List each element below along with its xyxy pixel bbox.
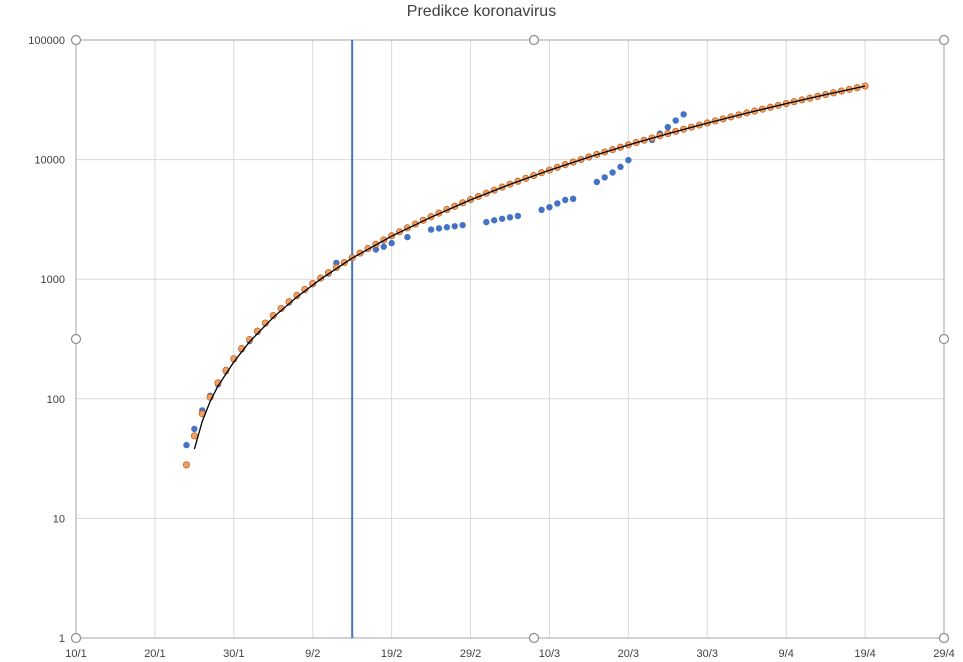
data-point-blue: [191, 425, 198, 433]
data-point-blue: [388, 239, 395, 247]
x-tick-label: 10/1: [65, 648, 86, 660]
y-tick-label: 10000: [34, 155, 65, 167]
data-point-blue: [514, 212, 522, 220]
trend-line: [193, 85, 866, 450]
data-point-orange: [190, 432, 198, 440]
data-point-blue: [459, 221, 466, 229]
data-point-blue: [491, 217, 498, 224]
data-point-blue: [427, 226, 435, 233]
x-tick-label: 20/3: [618, 648, 639, 660]
y-tick-label: 10: [53, 513, 65, 525]
data-point-blue: [451, 223, 458, 230]
data-point-blue: [435, 225, 443, 232]
resize-handle[interactable]: [938, 333, 950, 345]
y-tick-label: 1000: [41, 274, 65, 286]
data-point-blue: [483, 218, 490, 226]
y-tick-label: 100000: [28, 35, 65, 47]
resize-handle[interactable]: [938, 34, 950, 46]
plot-area-border: [75, 39, 945, 639]
data-point-blue: [593, 178, 600, 186]
data-point-blue: [680, 111, 687, 118]
resize-handle[interactable]: [528, 34, 540, 46]
resize-handle[interactable]: [528, 632, 540, 644]
data-point-blue: [372, 246, 380, 253]
data-point-blue: [672, 117, 679, 124]
data-point-blue: [664, 123, 672, 131]
data-point-orange: [293, 291, 301, 299]
data-point-orange: [861, 82, 869, 90]
x-tick-label: 9/4: [779, 648, 794, 660]
resize-handle[interactable]: [70, 632, 82, 644]
y-tick-label: 1: [59, 633, 65, 645]
x-tick-label: 30/1: [223, 648, 244, 660]
data-point-orange: [269, 311, 277, 320]
x-tick-label: 29/2: [460, 648, 481, 660]
tick-labels: 10/1 20/1 30/1 9/2 19/2 29/2 10/3 20/3 30/3 9/4 19…: [28, 35, 954, 660]
series-layer: [182, 82, 869, 469]
data-point-orange: [182, 461, 191, 469]
x-tick-label: 29/4: [933, 648, 954, 660]
resize-handle[interactable]: [70, 34, 82, 46]
resize-handle[interactable]: [70, 333, 82, 345]
x-tick-label: 20/1: [144, 648, 165, 660]
data-point-blue: [498, 215, 506, 222]
data-point-blue: [546, 203, 553, 211]
data-point-blue: [601, 174, 608, 181]
data-point-blue: [404, 233, 411, 241]
chart-title: Predikce koronavirus: [406, 3, 557, 20]
x-tick-label: 30/3: [697, 648, 718, 660]
data-point-blue: [380, 243, 387, 250]
x-tick-label: 19/4: [854, 648, 875, 660]
data-point-orange: [309, 279, 317, 288]
x-tick-label: 10/3: [539, 648, 560, 660]
data-point-blue: [554, 200, 561, 207]
x-tick-label: 19/2: [381, 648, 402, 660]
x-tick-label: 9/2: [305, 648, 320, 660]
data-point-blue: [569, 195, 577, 203]
data-point-blue: [617, 163, 624, 171]
selection-handles[interactable]: [70, 34, 950, 644]
gridlines: [75, 39, 945, 639]
data-point-blue: [506, 214, 514, 221]
data-point-blue: [562, 196, 569, 204]
data-point-blue: [538, 206, 545, 214]
data-point-blue: [609, 169, 616, 176]
y-tick-label: 100: [47, 394, 65, 406]
data-point-blue: [625, 156, 632, 164]
resize-handle[interactable]: [938, 632, 950, 644]
data-point-blue: [443, 224, 451, 231]
data-point-blue: [183, 441, 190, 449]
